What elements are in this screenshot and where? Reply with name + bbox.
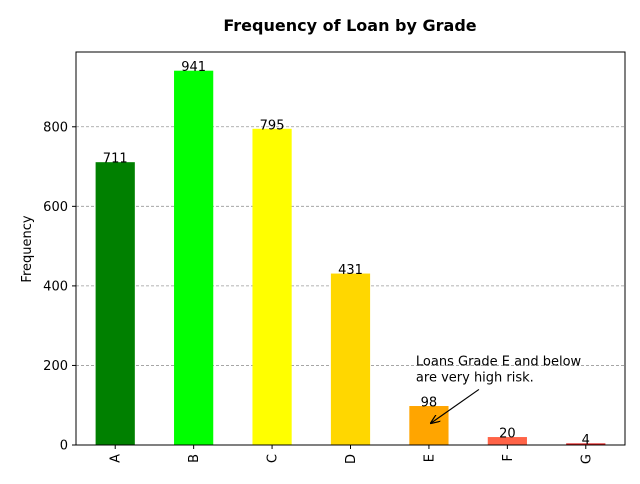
value-label: 941 — [181, 60, 206, 75]
x-tick-label: E — [422, 454, 437, 462]
bar-a — [95, 162, 135, 445]
annotation-arrow — [431, 388, 480, 423]
annotation-text: are very high risk. — [416, 370, 534, 385]
y-tick-label: 800 — [43, 120, 68, 135]
x-tick-label: A — [109, 454, 124, 463]
bar-f — [487, 437, 527, 445]
x-tick-label: C — [266, 454, 281, 463]
x-tick-label: B — [187, 454, 202, 463]
bar-g — [566, 443, 606, 445]
bar-c — [252, 128, 292, 445]
bars — [95, 70, 606, 445]
plot-frame — [75, 51, 626, 446]
value-label: 711 — [103, 152, 128, 167]
y-tick-label: 400 — [43, 279, 68, 294]
value-label: 4 — [582, 433, 590, 448]
value-label: 431 — [338, 263, 363, 278]
data-labels: 711 941 795 431 98 20 4 — [103, 60, 590, 448]
bar-b — [174, 70, 214, 445]
bar-d — [330, 273, 371, 445]
gridlines — [76, 126, 625, 366]
x-tick-label: D — [344, 454, 359, 464]
x-tick-label: G — [579, 454, 594, 464]
bar-e — [409, 406, 449, 445]
y-axis: 0 200 400 600 800 — [43, 120, 76, 454]
chart-title: Frequency of Loan by Grade — [223, 16, 476, 35]
x-tick-label: F — [501, 454, 516, 461]
value-label: 20 — [499, 427, 516, 442]
y-axis-label: Frequency — [20, 215, 35, 282]
y-tick-label: 200 — [43, 359, 68, 374]
value-label: 795 — [260, 118, 285, 133]
annotation-text: Loans Grade E and below — [416, 354, 582, 369]
x-axis: A B C D E F G — [109, 445, 594, 464]
value-label: 98 — [421, 396, 438, 411]
y-tick-label: 600 — [43, 200, 68, 215]
y-tick-label: 0 — [60, 439, 68, 454]
